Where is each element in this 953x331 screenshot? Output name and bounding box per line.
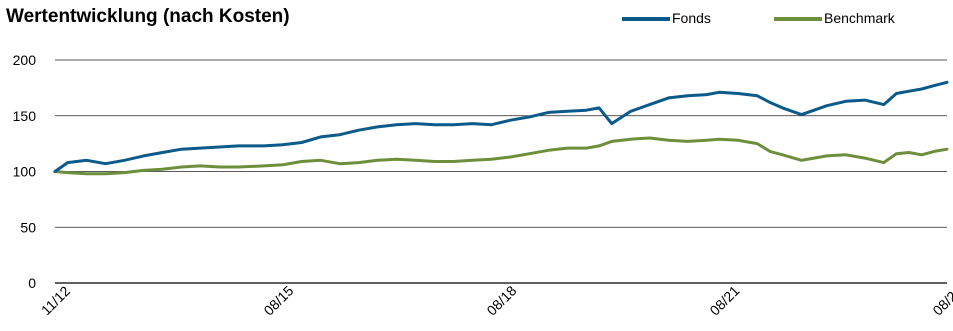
y-tick-label-100: 100	[13, 164, 37, 180]
x-tick-label-08-21: 08/21	[706, 282, 742, 318]
x-tick-label-08-15: 08/15	[260, 282, 296, 318]
series-line-benchmark	[53, 136, 949, 176]
legend-label-fonds: Fonds	[672, 10, 711, 26]
legend-swatch-benchmark	[774, 17, 822, 21]
legend-label-benchmark: Benchmark	[824, 10, 895, 26]
chart-title: Wertentwicklung (nach Kosten)	[6, 6, 290, 27]
series-line-fonds	[53, 80, 949, 173]
y-tick-label-150: 150	[13, 108, 37, 124]
y-tick-label-200: 200	[13, 52, 37, 68]
legend-swatch-fonds	[622, 17, 670, 21]
x-tick-label-08-18: 08/18	[483, 282, 519, 318]
legend: Fonds Benchmark	[0, 0, 953, 40]
x-tick-label-08-24: 08/24	[929, 282, 953, 318]
y-tick-label-50: 50	[20, 219, 36, 235]
y-tick-label-0: 0	[28, 275, 36, 291]
x-tick-label-11-12: 11/12	[38, 283, 74, 319]
